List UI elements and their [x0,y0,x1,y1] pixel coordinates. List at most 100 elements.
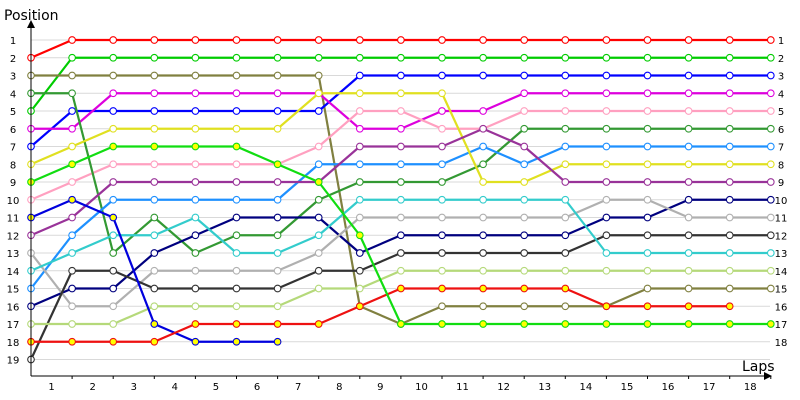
data-point [479,71,487,80]
data-point [150,266,159,275]
data-point [602,160,611,169]
y-tick-label-right: 17 [775,320,788,331]
data-point [438,284,446,293]
data-point [232,178,241,186]
x-axis-arrow-icon [764,372,772,380]
data-point [355,53,364,62]
data-point [397,266,405,275]
data-point [561,89,570,98]
data-point [273,107,282,115]
data-point [725,160,734,169]
data-point [602,142,611,151]
data-point [520,53,529,62]
data-point [232,124,241,133]
data-point [314,266,323,275]
data-point [643,249,652,257]
data-point [684,320,693,328]
data-point [725,89,734,98]
data-point [602,53,611,62]
data-point [273,89,282,98]
data-point [68,266,76,275]
data-point [355,178,364,186]
series-line [31,92,771,255]
data-point [109,266,118,275]
data-point [397,71,405,80]
data-point [561,284,570,293]
data-point [684,124,693,133]
data-point [397,107,405,115]
data-point [273,266,282,275]
data-point [520,142,529,151]
data-point [602,231,611,240]
data-point [232,71,241,80]
data-point [438,107,446,115]
data-point [438,213,446,222]
data-point [725,284,734,293]
data-point [561,195,570,204]
data-point [520,71,529,80]
series-line [31,269,771,326]
data-point [520,284,529,293]
data-point [684,53,693,62]
data-point [479,36,487,44]
data-point [273,36,282,44]
data-point [725,71,734,80]
y-tick-label: 5 [10,107,16,118]
data-point [314,36,323,44]
y-tick-label: 3 [10,72,16,83]
data-point [273,231,282,240]
data-point [232,337,241,346]
y-tick-label: 9 [10,178,16,189]
data-point [479,249,487,257]
series-8 [27,142,775,293]
y-tick-label: 18 [7,338,20,349]
data-point [643,89,652,98]
data-point [438,249,446,257]
data-point [602,249,611,257]
data-point [150,142,159,151]
data-point [438,71,446,80]
data-point [643,142,652,151]
data-point [479,160,487,169]
y-axis-title: Position [4,8,59,24]
data-point [520,213,529,222]
series-13 [27,231,775,364]
data-point [766,213,775,222]
data-point [561,71,570,80]
data-point [355,71,364,80]
data-point [150,249,159,257]
x-tick-label: 2 [89,382,95,393]
data-point [150,124,159,133]
series-6 [27,107,775,204]
data-point [150,107,159,115]
data-point [438,53,446,62]
data-point [561,302,570,311]
y-tick-label-right: 18 [775,338,788,349]
y-tick-label-right: 6 [778,125,784,136]
data-point [150,160,159,169]
data-point [684,71,693,80]
data-point [561,231,570,240]
data-point [232,320,241,328]
data-point [150,320,159,328]
data-point [479,107,487,115]
data-point [150,53,159,62]
data-point [232,249,241,257]
data-point [479,124,487,133]
data-point [314,160,323,169]
data-point [68,195,76,204]
data-point [438,178,446,186]
data-point [397,178,405,186]
data-point [479,142,487,151]
y-tick-label-right: 14 [775,267,788,278]
data-point [232,266,241,275]
y-tick-label: 12 [7,231,20,242]
data-point [479,213,487,222]
data-point [314,284,323,293]
data-point [479,320,487,328]
data-point [479,53,487,62]
series-line [30,109,771,201]
data-point [150,89,159,98]
data-point [643,36,652,44]
